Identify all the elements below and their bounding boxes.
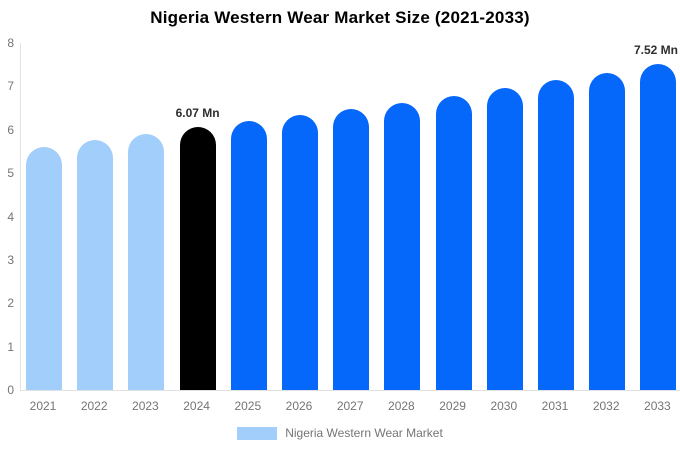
bar-2026 (282, 115, 318, 390)
y-tick-label-7: 7 (7, 79, 14, 94)
x-tick-label-2032: 2032 (592, 399, 620, 413)
y-tick-label-1: 1 (7, 339, 14, 354)
y-tick-label-5: 5 (7, 166, 14, 181)
y-tick-label-6: 6 (7, 122, 14, 137)
x-tick-label-2025: 2025 (234, 399, 262, 413)
bar-2022 (77, 140, 114, 390)
x-tick-label-2030: 2030 (490, 399, 518, 413)
legend-swatch (237, 426, 278, 440)
y-tick-label-8: 8 (7, 36, 14, 50)
x-tick-label-2023: 2023 (132, 399, 159, 413)
y-tick-label-2: 2 (7, 296, 14, 311)
bar-2027 (333, 109, 370, 390)
bar-2030 (486, 88, 523, 390)
x-tick-label-2031: 2031 (541, 399, 569, 413)
y-tick-label-3: 3 (7, 252, 14, 267)
value-label-2024: 6.07 Mn (175, 105, 220, 120)
bar-2025 (230, 121, 267, 390)
x-tick-label-2024: 2024 (183, 399, 210, 413)
x-tick-label-2028: 2028 (388, 399, 415, 413)
y-tick-label-4: 4 (7, 209, 14, 224)
x-tick-label-2029: 2029 (439, 399, 466, 413)
bar-2033 (640, 63, 677, 390)
bar-2021 (26, 146, 62, 390)
x-tick-label-2026: 2026 (285, 399, 313, 413)
legend-item-nigeria-western-wear-market[interactable]: Nigeria Western Wear Market (237, 426, 443, 440)
x-tick-label-2033: 2033 (644, 399, 671, 413)
x-tick-label-2027: 2027 (336, 399, 364, 413)
legend: Nigeria Western Wear Market (0, 426, 680, 440)
x-tick-label-2021: 2021 (29, 399, 57, 413)
bar-2023 (128, 134, 165, 390)
value-label-2033: 7.52 Mn (633, 42, 679, 57)
y-tick-label-0: 0 (7, 383, 14, 397)
bar-2029 (435, 95, 472, 390)
bar-2032 (589, 72, 626, 390)
chart-title: Nigeria Western Wear Market Size (2021-2… (150, 8, 530, 27)
bar-2024 (179, 126, 216, 390)
x-tick-label-2022: 2022 (80, 399, 108, 413)
plot-area: 6.07 Mn 7.52 Mn (20, 43, 680, 391)
legend-label: Nigeria Western Wear Market (285, 426, 443, 440)
bar-2028 (384, 102, 421, 390)
bar-2031 (538, 80, 574, 390)
